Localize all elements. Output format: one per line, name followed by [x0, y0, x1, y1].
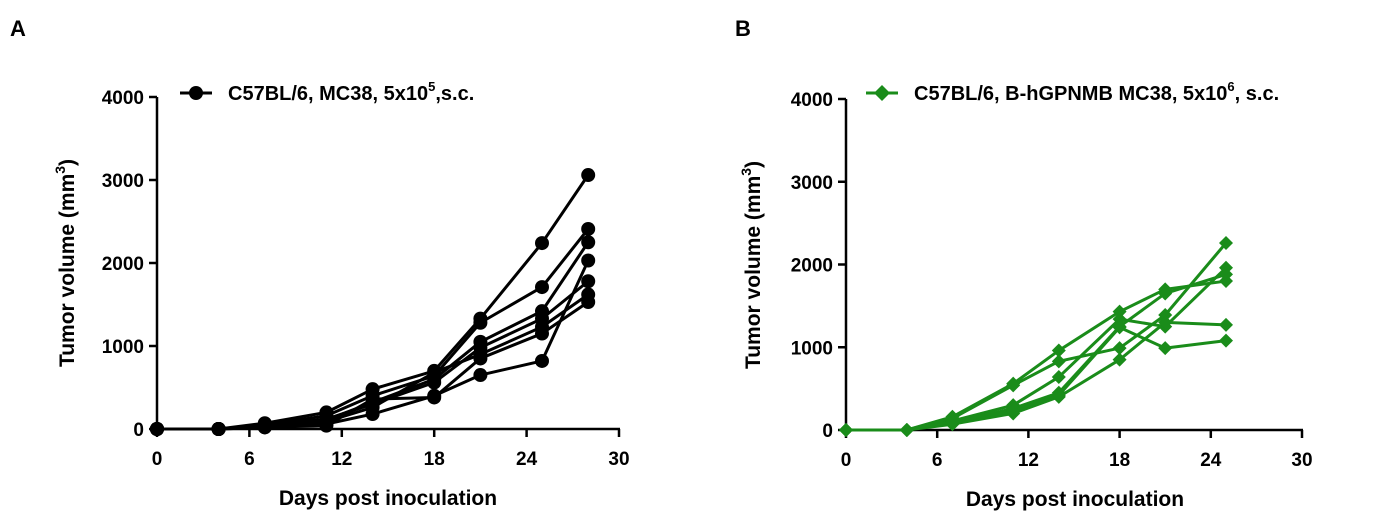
data-point [473, 351, 488, 366]
data-point [581, 221, 596, 236]
y-tick-label: 0 [133, 420, 144, 441]
data-point [427, 390, 442, 405]
legend-b: C57BL/6, B-hGPNMB MC38, 5x106, s.c. [866, 79, 1279, 105]
data-point [535, 280, 549, 295]
data-point [535, 353, 549, 368]
data-point [150, 422, 164, 436]
x-axis-title-a: Days post inoculation [279, 487, 497, 510]
data-point [1051, 343, 1066, 358]
data-point [1006, 378, 1021, 393]
data-point [1219, 235, 1233, 250]
x-tick-label: 24 [516, 449, 538, 470]
data-point [1219, 317, 1233, 332]
x-tick-label: 18 [424, 449, 445, 470]
data-point [535, 326, 549, 341]
y-tick-label: 1000 [791, 338, 833, 359]
panel-a: A 0 6 12 18 24 30 0 1000 2000 3000 4000 C57BL/6, M… [10, 16, 630, 510]
x-tick-label: 12 [331, 449, 352, 470]
x-tick-label: 0 [152, 449, 163, 470]
legend-a: C57BL/6, MC38, 5x105,s.c. [180, 79, 474, 105]
panel-letter-b: B [735, 16, 751, 41]
data-point [581, 274, 596, 289]
y-tick-label: 0 [822, 421, 833, 442]
series-line-b-1 [846, 279, 1227, 432]
panel-letter-a: A [10, 16, 26, 41]
data-point [581, 168, 596, 183]
data-point [1158, 341, 1173, 356]
y-tick-label: 4000 [102, 88, 144, 109]
data-point [1006, 403, 1021, 418]
data-point [1112, 352, 1127, 367]
data-point [473, 315, 488, 330]
data-point [899, 423, 914, 437]
series-line-b-6 [846, 325, 1227, 432]
x-tick-label: 6 [932, 450, 943, 471]
data-point [1219, 333, 1233, 348]
legend-text-a: C57BL/6, MC38, 5x105,s.c. [228, 79, 474, 105]
x-tick-label: 12 [1018, 450, 1039, 471]
x-tick-label: 24 [1200, 450, 1222, 471]
data-point [427, 375, 442, 390]
data-point [1112, 320, 1127, 335]
legend-text-b: C57BL/6, B-hGPNMB MC38, 5x106, s.c. [914, 79, 1279, 105]
y-axis-title-b: Tumor volume (mm3) [738, 161, 765, 369]
data-point [581, 295, 596, 310]
data-point [211, 422, 226, 436]
x-tick-label: 0 [841, 450, 852, 471]
x-tick-label: 6 [244, 449, 255, 470]
data-point [1158, 286, 1173, 301]
x-tick-label: 30 [1291, 450, 1312, 471]
y-tick-label: 3000 [791, 173, 833, 194]
data-point [365, 392, 380, 407]
data-point [1219, 267, 1233, 282]
data-point [257, 420, 272, 435]
y-tick-label: 2000 [791, 256, 833, 277]
data-point [839, 423, 853, 437]
data-point [1051, 354, 1066, 369]
y-tick-label: 3000 [102, 171, 144, 192]
series-line-b-5 [846, 320, 1227, 432]
y-axis-title-a: Tumor volume (mm3) [52, 159, 79, 367]
x-axis-title-b: Days post inoculation [966, 488, 1184, 511]
data-point [1112, 341, 1127, 356]
x-tick-label: 30 [608, 449, 629, 470]
data-point [581, 253, 596, 268]
data-point [535, 236, 549, 251]
y-tick-label: 2000 [102, 254, 144, 275]
y-tick-label: 4000 [791, 90, 833, 111]
y-tick-label: 1000 [102, 337, 144, 358]
data-point [473, 368, 488, 383]
panel-b: B 0 6 12 18 24 30 0 1000 2000 3000 4000 C57BL/6, B… [735, 16, 1313, 511]
data-point [945, 414, 960, 429]
legend-marker-circle [189, 86, 203, 100]
data-point [1051, 388, 1066, 403]
data-point [319, 418, 334, 433]
x-tick-label: 18 [1109, 450, 1130, 471]
data-point [581, 235, 596, 250]
data-point [1158, 307, 1173, 322]
data-point [1051, 370, 1066, 385]
data-point [1112, 304, 1127, 319]
data-point [427, 365, 442, 380]
legend-marker-diamond [874, 85, 890, 101]
data-point [1158, 315, 1173, 330]
